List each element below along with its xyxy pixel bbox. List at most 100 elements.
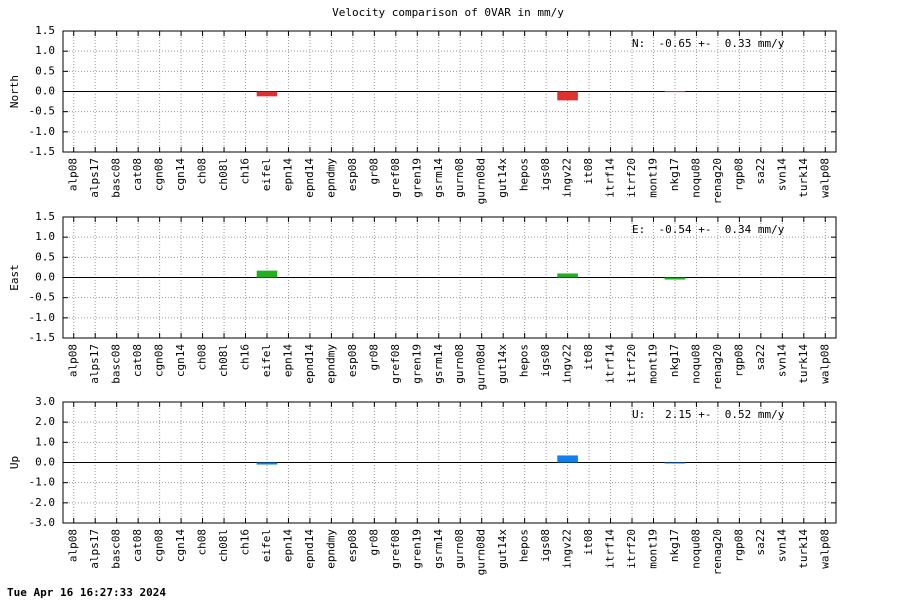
x-tick-label: epn14 [281,529,294,562]
x-tick-label: gren19 [410,158,423,198]
x-tick-label: noqu08 [689,158,702,198]
x-tick-label: turk14 [797,344,810,384]
y-tick-label: 1.0 [35,435,55,448]
x-tick-label: cat08 [131,344,144,377]
x-tick-label: epndmy [324,529,337,569]
y-tick-label: 2.0 [35,415,55,428]
x-tick-label: gurn08d [475,529,488,575]
bar [664,462,686,464]
x-tick-label: igs08 [539,529,552,562]
y-tick-label: 3.0 [35,395,55,408]
x-tick-label: alp08 [67,158,80,191]
y-tick-label: -1.0 [29,125,56,138]
y-tick-label: 1.5 [35,210,55,223]
x-tick-label: eifel [260,344,273,377]
x-tick-label: epn14 [281,344,294,377]
y-axis-label: East [8,264,21,291]
x-tick-label: ch08l [217,158,230,191]
x-tick-label: rgp08 [732,344,745,377]
y-tick-label: -1.5 [29,145,56,158]
x-tick-label: alp08 [67,344,80,377]
x-tick-label: sa22 [754,158,767,185]
y-tick-label: 0.0 [35,456,55,469]
x-tick-label: cgn14 [174,529,187,562]
x-tick-label: nkg17 [668,529,681,562]
x-tick-label: svn14 [775,344,788,377]
bar [256,91,278,97]
x-tick-label: cgn14 [174,344,187,377]
x-tick-label: cat08 [131,529,144,562]
bar [664,277,686,280]
x-tick-label: nkg17 [668,158,681,191]
x-tick-label: cat08 [131,158,144,191]
x-tick-label: gurn08 [453,158,466,198]
y-tick-label: -1.0 [29,311,56,324]
x-tick-label: itrf20 [625,529,638,569]
x-tick-label: epnd14 [303,344,316,384]
x-tick-label: gr08 [367,529,380,556]
x-tick-label: gurn08d [475,158,488,204]
chart-title: Velocity comparison of 0VAR in mm/y [332,6,564,19]
x-tick-label: alps17 [88,529,101,569]
x-tick-label: it08 [582,158,595,185]
x-tick-label: cgn08 [153,344,166,377]
timestamp: Tue Apr 16 16:27:33 2024 [7,586,166,599]
x-tick-label: alps17 [88,158,101,198]
x-tick-label: gurn08d [475,344,488,390]
x-tick-label: walp08 [818,344,831,384]
x-tick-label: basc08 [110,344,123,384]
x-tick-label: cgn14 [174,158,187,191]
x-tick-label: eifel [260,529,273,562]
x-tick-label: ch08 [196,158,209,185]
x-tick-label: ch16 [239,529,252,556]
y-tick-label: -1.0 [29,476,56,489]
x-tick-label: gut14x [496,158,509,198]
x-tick-label: gren19 [410,344,423,384]
y-tick-label: 0.0 [35,85,55,98]
y-tick-label: -3.0 [29,516,56,529]
x-tick-label: walp08 [818,158,831,198]
x-tick-label: hepos [518,158,531,191]
x-tick-label: itrf14 [604,158,617,198]
y-tick-label: 1.5 [35,24,55,37]
x-tick-label: esp08 [346,344,359,377]
y-axis-label: Up [8,456,21,469]
x-tick-label: ch08l [217,344,230,377]
x-tick-label: gurn08 [453,529,466,569]
y-tick-label: 0.0 [35,271,55,284]
annotation: E: -0.54 +- 0.34 mm/y [632,223,785,236]
x-tick-label: ingv22 [561,344,574,384]
y-tick-label: -1.5 [29,331,56,344]
x-tick-label: basc08 [110,158,123,198]
x-tick-label: noqu08 [689,529,702,569]
y-tick-label: -0.5 [29,105,56,118]
plot-frame [62,30,837,153]
y-axis-label: North [8,75,21,108]
x-tick-label: hepos [518,344,531,377]
plot-frame [62,216,837,339]
x-tick-label: itrf14 [604,344,617,384]
x-tick-label: renag20 [711,344,724,390]
x-tick-label: svn14 [775,158,788,191]
bar [664,91,686,93]
x-tick-label: ch16 [239,158,252,185]
x-tick-label: turk14 [797,529,810,569]
x-tick-label: gref08 [389,344,402,384]
x-tick-label: gsrm14 [432,344,445,384]
x-tick-label: epndmy [324,344,337,384]
annotation: N: -0.65 +- 0.33 mm/y [632,37,785,50]
annotation: U: 2.15 +- 0.52 mm/y [632,408,785,421]
x-tick-label: gsrm14 [432,158,445,198]
x-tick-label: ch08l [217,529,230,562]
x-tick-label: esp08 [346,529,359,562]
x-tick-label: cgn08 [153,158,166,191]
x-tick-label: itrf20 [625,158,638,198]
bar [256,270,278,278]
bar [557,455,578,463]
x-tick-label: epndmy [324,158,337,198]
x-tick-label: walp08 [818,529,831,569]
x-tick-label: sa22 [754,529,767,556]
x-tick-label: nkg17 [668,344,681,377]
